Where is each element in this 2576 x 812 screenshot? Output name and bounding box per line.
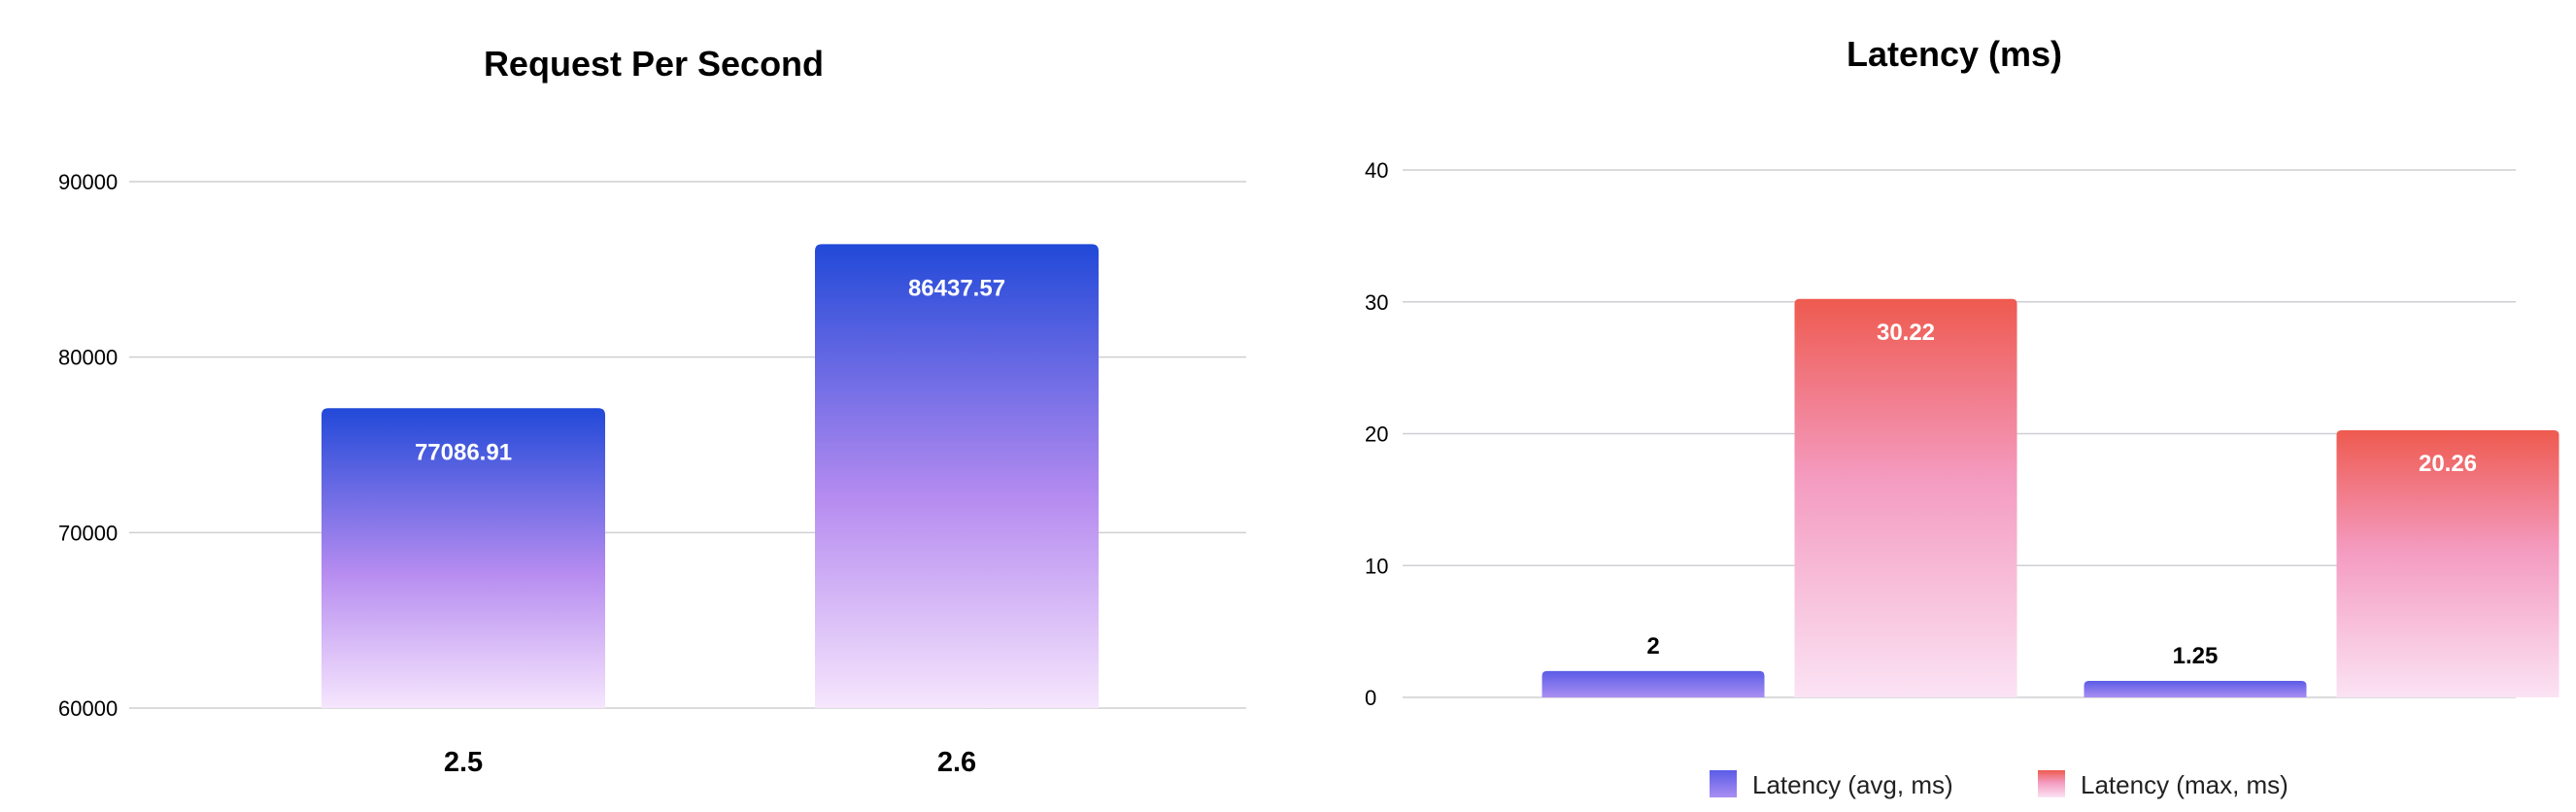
x-tick-label: 2.5 xyxy=(444,747,483,778)
data-label: 2 xyxy=(1646,633,1659,660)
bar xyxy=(322,408,605,708)
y-tick-label: 10 xyxy=(1365,554,1388,578)
data-label: 20.26 xyxy=(2419,451,2477,477)
data-label: 86437.57 xyxy=(908,275,1005,301)
bar xyxy=(815,244,1099,708)
rps-chart-title: Request Per Second xyxy=(484,44,824,84)
latency-chart-title: Latency (ms) xyxy=(1847,34,2062,74)
latency-chart: Latency (ms) 0 10 20 30 40 2 1.25 30.22 20.26 L… xyxy=(1365,34,2559,799)
legend-label-max: Latency (max, ms) xyxy=(2081,770,2288,799)
latency-legend: Latency (avg, ms) Latency (max, ms) xyxy=(1710,770,2288,799)
data-label: 1.25 xyxy=(2173,643,2219,669)
bar xyxy=(2084,681,2307,697)
y-tick-label: 90000 xyxy=(58,170,118,194)
y-tick-label: 60000 xyxy=(58,696,118,721)
bar xyxy=(1794,298,2017,697)
y-tick-label: 30 xyxy=(1365,290,1388,315)
y-tick-label: 70000 xyxy=(58,521,118,545)
data-label: 30.22 xyxy=(1877,320,1935,346)
legend-label-avg: Latency (avg, ms) xyxy=(1752,770,1953,799)
bar xyxy=(1542,670,1765,697)
data-label: 77086.91 xyxy=(415,439,512,465)
x-tick-label: 2.6 xyxy=(937,747,976,778)
legend-swatch-max xyxy=(2038,770,2065,797)
bar xyxy=(2336,429,2559,697)
y-tick-label: 80000 xyxy=(58,346,118,370)
y-tick-label: 0 xyxy=(1365,686,1376,710)
rps-chart: Request Per Second 60000700008000090000 … xyxy=(58,44,1246,778)
legend-swatch-avg xyxy=(1710,770,1737,797)
y-tick-label: 40 xyxy=(1365,158,1388,183)
y-tick-label: 20 xyxy=(1365,423,1388,447)
